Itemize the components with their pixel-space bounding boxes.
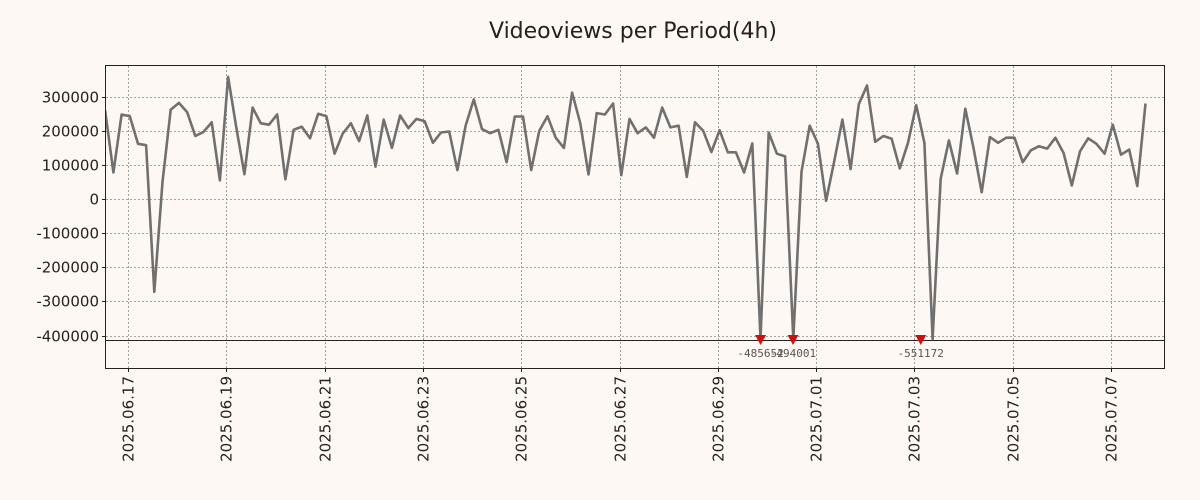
y-tick-label: -200000 bbox=[36, 259, 99, 277]
x-tick-label: 2025.07.01 bbox=[808, 376, 826, 462]
x-tick-label: 2025.06.29 bbox=[710, 376, 728, 462]
y-axis: 300000 200000 100000 0 -100000 -200000 -300000… bbox=[36, 89, 106, 346]
x-tick-label: 2025.07.05 bbox=[1005, 376, 1023, 462]
grid bbox=[106, 66, 1164, 368]
clipped-value-label: -494001 bbox=[770, 347, 816, 360]
x-tick-label: 2025.06.19 bbox=[218, 376, 236, 462]
chart-title: Videoviews per Period(4h) bbox=[489, 19, 777, 44]
y-tick-label: -100000 bbox=[36, 225, 99, 243]
series-group bbox=[106, 75, 1147, 341]
x-tick-label: 2025.07.03 bbox=[906, 376, 924, 462]
y-tick-label: -300000 bbox=[36, 293, 99, 311]
y-tick-label: 200000 bbox=[42, 123, 99, 141]
clipped-point-marker bbox=[915, 334, 927, 345]
y-tick-label: 300000 bbox=[42, 89, 99, 107]
series-line bbox=[106, 75, 1147, 341]
x-tick-label: 2025.06.21 bbox=[317, 376, 335, 462]
y-tick-label: -400000 bbox=[36, 328, 99, 346]
x-tick-label: 2025.06.17 bbox=[120, 376, 138, 462]
x-tick-label: 2025.06.23 bbox=[415, 376, 433, 462]
clipped-point-marker bbox=[755, 334, 767, 345]
clipped-point-marker bbox=[787, 334, 799, 345]
y-tick-label: 0 bbox=[89, 191, 99, 209]
clipped-value-label: -485652 bbox=[737, 347, 783, 360]
x-tick-label: 2025.06.25 bbox=[513, 376, 531, 462]
plot-area bbox=[105, 65, 1165, 369]
annotations: -485652-494001 -551172 bbox=[737, 334, 944, 360]
y-tick-label: 100000 bbox=[42, 157, 99, 175]
x-axis: 2025.06.17 2025.06.19 2025.06.21 2025.06.23… bbox=[120, 368, 1121, 462]
x-tick-label: 2025.07.07 bbox=[1103, 376, 1121, 462]
clipped-value-label: -551172 bbox=[898, 347, 944, 360]
x-tick-label: 2025.06.27 bbox=[612, 376, 630, 462]
